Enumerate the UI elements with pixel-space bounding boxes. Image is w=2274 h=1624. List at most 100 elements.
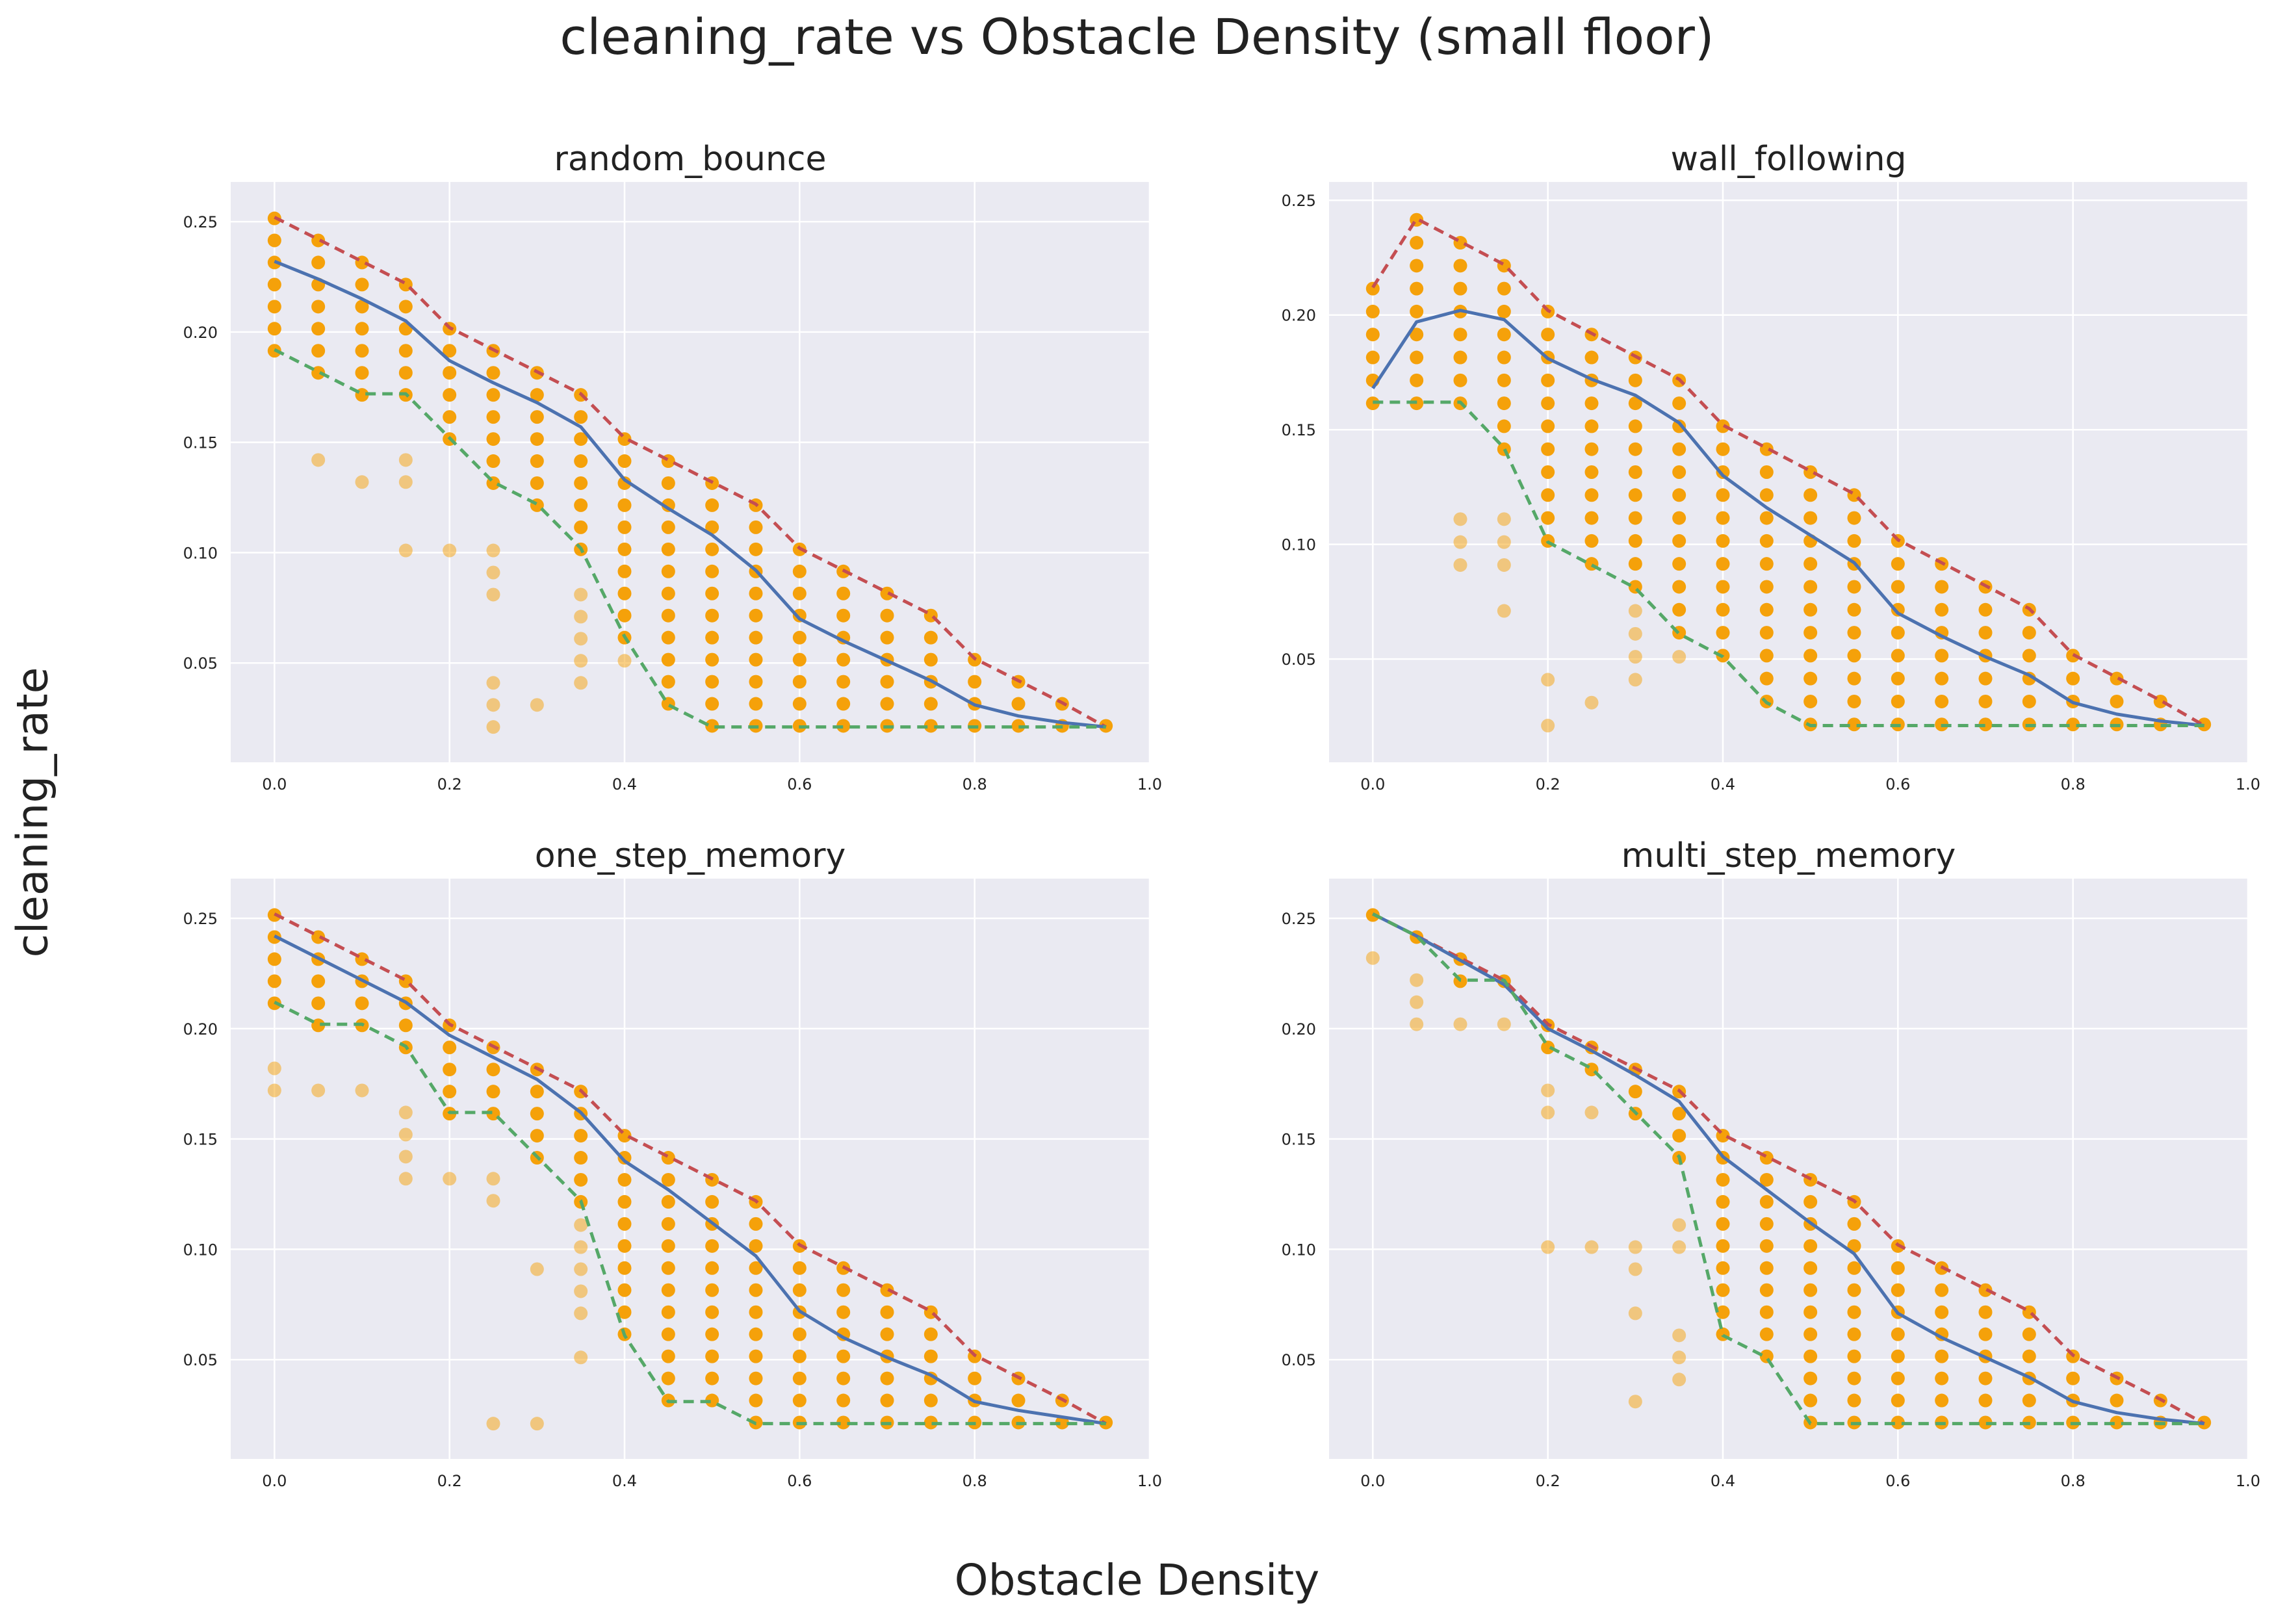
- scatter-point-faint: [1672, 1373, 1686, 1387]
- scatter-point: [880, 608, 894, 623]
- x-tick-label: 0.6: [1885, 1472, 1910, 1490]
- scatter-point: [311, 996, 326, 1011]
- scatter-point: [617, 1283, 632, 1297]
- scatter-point-faint: [574, 676, 588, 690]
- scatter-point: [486, 1085, 500, 1099]
- scatter-point-faint: [398, 543, 413, 558]
- scatter-point-faint: [1453, 558, 1467, 572]
- scatter-point-faint: [574, 654, 588, 668]
- scatter-point: [1584, 465, 1599, 479]
- scatter-point: [1847, 1261, 1861, 1275]
- scatter-point: [1803, 1327, 1818, 1341]
- scatter-point: [661, 652, 675, 667]
- scatter-point: [749, 1349, 763, 1363]
- scatter-point-faint: [1497, 558, 1511, 572]
- scatter-point: [1584, 534, 1599, 548]
- scatter-point: [792, 1393, 807, 1408]
- scatter-point: [530, 1085, 544, 1099]
- scatter-point: [661, 1239, 675, 1253]
- scatter-point: [661, 1172, 675, 1187]
- scatter-point: [880, 1393, 894, 1408]
- scatter-point: [705, 1371, 719, 1386]
- scatter-point: [267, 233, 281, 248]
- scatter-point: [530, 1129, 544, 1143]
- scatter-point: [1935, 671, 1949, 686]
- scatter-point: [1628, 511, 1642, 525]
- y-tick-label: 0.15: [1282, 421, 1316, 439]
- scatter-point: [1365, 281, 1380, 296]
- scatter-point: [1803, 1371, 1818, 1386]
- scatter-point: [1672, 488, 1686, 502]
- scatter-point: [1453, 328, 1467, 342]
- y-tick-label: 0.15: [183, 434, 218, 452]
- scatter-point: [1847, 534, 1861, 548]
- scatter-point: [355, 277, 369, 292]
- scatter-point: [530, 454, 544, 469]
- scatter-point-faint: [617, 654, 632, 668]
- scatter-point-faint: [311, 453, 326, 467]
- scatter-point-faint: [486, 587, 500, 602]
- scatter-point: [836, 1349, 851, 1363]
- scatter-point: [1847, 649, 1861, 663]
- scatter-point: [792, 1283, 807, 1297]
- scatter-point: [443, 1085, 457, 1099]
- scatter-point: [836, 608, 851, 623]
- scatter-point: [1628, 442, 1642, 456]
- min-line: [1373, 400, 2204, 728]
- scatter-point: [355, 300, 369, 314]
- mean-line: [1371, 309, 2204, 728]
- scatter-point: [1541, 373, 1555, 387]
- scatter-point: [398, 344, 413, 358]
- scatter-point-faint: [530, 698, 544, 712]
- scatter-point: [617, 498, 632, 512]
- scatter-point: [1891, 649, 1905, 663]
- figure-x-label: Obstacle Density: [954, 1555, 1320, 1605]
- scatter-point: [267, 322, 281, 336]
- y-tick-label: 0.20: [183, 324, 218, 342]
- scatter-point: [1716, 1305, 1730, 1319]
- scatter-point: [1672, 419, 1686, 433]
- scatter-point: [1978, 602, 1993, 617]
- scatter-point: [1759, 1305, 1774, 1319]
- scatter-point: [486, 388, 500, 402]
- scatter-point: [1759, 488, 1774, 502]
- scatter-point-faint: [486, 565, 500, 580]
- scatter-point: [398, 366, 413, 380]
- scatter-point-faint: [1584, 695, 1599, 710]
- scatter-point: [1847, 1217, 1861, 1231]
- scatter-point: [1891, 1349, 1905, 1363]
- scatter-point: [792, 1261, 807, 1275]
- scatter-point: [1803, 1239, 1818, 1253]
- y-tick-label: 0.25: [183, 910, 218, 928]
- scatter-point: [792, 564, 807, 578]
- scatter-point: [1628, 396, 1642, 411]
- scatter-point: [311, 366, 326, 380]
- mean-line: [274, 259, 1106, 729]
- scatter-point: [574, 520, 588, 534]
- scatter-point: [792, 586, 807, 600]
- scatter-point-faint: [1497, 1017, 1511, 1031]
- scatter-point: [1497, 350, 1511, 365]
- scatter-point-faint: [1453, 535, 1467, 549]
- scatter-point: [1716, 602, 1730, 617]
- scatter-point: [617, 586, 632, 600]
- scatter-point: [792, 630, 807, 645]
- scatter-point: [2022, 694, 2036, 708]
- scatter-point: [617, 1239, 632, 1253]
- scatter-point-faint: [1584, 1240, 1599, 1254]
- scatter-point: [1365, 328, 1380, 342]
- scatter-point: [1803, 1349, 1818, 1363]
- scatter-point: [705, 1327, 719, 1341]
- scatter-point: [1935, 1305, 1949, 1319]
- y-tick-label: 0.20: [1282, 307, 1316, 325]
- y-tick-label: 0.15: [183, 1131, 218, 1149]
- x-tick-label: 0.0: [1360, 1472, 1385, 1490]
- scatter-point: [1011, 1393, 1026, 1408]
- scatter-point: [1847, 1371, 1861, 1386]
- scatter-point: [1410, 373, 1424, 387]
- scatter-point: [1759, 442, 1774, 456]
- scatter-point: [2066, 1371, 2080, 1386]
- scatter-point: [443, 366, 457, 380]
- scatter-point: [1716, 442, 1730, 456]
- scatter-point: [1716, 1172, 1730, 1187]
